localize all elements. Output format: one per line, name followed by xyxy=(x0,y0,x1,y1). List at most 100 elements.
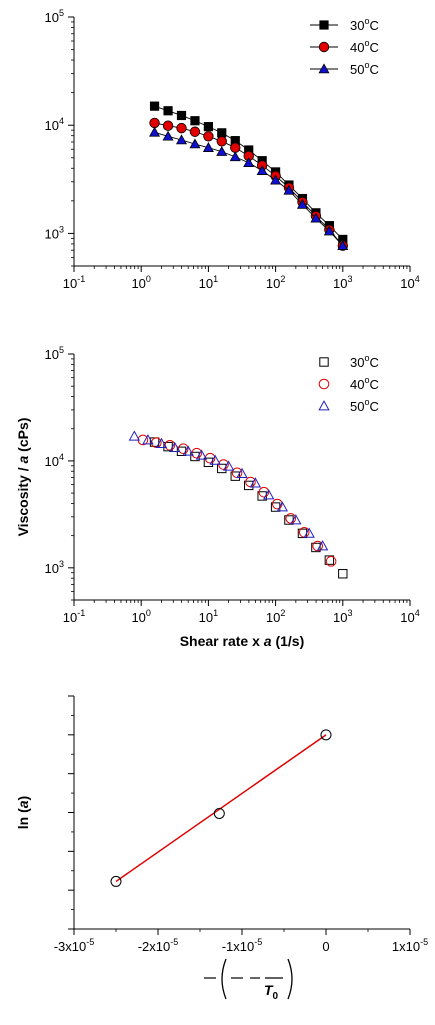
data-point xyxy=(272,498,283,510)
x-axis-label-part: a xyxy=(264,633,272,649)
data-point xyxy=(230,142,241,153)
panel-c-chart: -3x10-5 -2x10-5 -1x10-5 0 1x10-5ln (a)T0 xyxy=(15,695,428,1002)
x-tick-label: 10-1 xyxy=(63,608,85,625)
x-tick-label-mantissa: 1x10 xyxy=(392,939,420,954)
legend-label: 50oC xyxy=(350,60,379,77)
x-tick-label-exponent: 1 xyxy=(213,274,218,284)
legend-degree-symbol: o xyxy=(364,16,369,26)
legend-degree-symbol: o xyxy=(364,353,369,363)
x-tick-label-base: 10 xyxy=(131,610,145,625)
x-axis-label-t0: T xyxy=(264,982,274,998)
series-50c xyxy=(149,126,349,250)
y-tick-label-exponent: 3 xyxy=(59,224,64,234)
data-point xyxy=(209,454,221,465)
x-tick-label-exponent: 3 xyxy=(348,274,353,284)
data-point xyxy=(320,729,332,741)
data-point xyxy=(258,486,270,498)
data-point xyxy=(312,540,323,552)
data-point xyxy=(202,142,214,152)
legend-degree-symbol: o xyxy=(364,397,369,407)
y-tick-label-base: 10 xyxy=(45,226,59,241)
x-tick-label-exponent: 1 xyxy=(213,608,218,618)
x-tick-label: 102 xyxy=(266,608,285,625)
x-axis-label: Shear rate x a (1/s) xyxy=(180,633,305,649)
data-point xyxy=(190,116,200,126)
data-point xyxy=(338,569,348,579)
legend-label-number: 50 xyxy=(350,62,364,77)
y-tick-label: 104 xyxy=(45,452,64,469)
x-tick-label-base: 10 xyxy=(199,276,213,291)
data-point xyxy=(263,489,275,500)
data-point xyxy=(176,110,187,121)
x-tick-label-exponent: -5 xyxy=(86,937,94,947)
x-tick-label-exponent: 0 xyxy=(146,608,151,618)
x-tick-label: 0 xyxy=(322,939,329,954)
legend-marker xyxy=(319,20,329,30)
legend-label: 50oC xyxy=(350,397,379,414)
legend-label-number: 30 xyxy=(350,355,364,370)
y-tick-label: 105 xyxy=(45,8,64,25)
x-tick-label: 104 xyxy=(400,274,419,291)
x-tick-label: -2x10-5 xyxy=(138,937,179,954)
x-tick-label: 103 xyxy=(333,274,352,291)
data-point xyxy=(110,875,122,887)
x-tick-label-exponent: 4 xyxy=(415,608,420,618)
data-point xyxy=(256,165,268,175)
legend-degree-symbol: o xyxy=(364,375,369,385)
data-point xyxy=(311,542,321,553)
y-tick-label-exponent: 4 xyxy=(59,116,64,126)
data-point xyxy=(244,480,254,491)
x-axis-label-part: Shear rate x xyxy=(180,633,264,649)
x-tick-label-exponent: 0 xyxy=(146,274,151,284)
legend-label: 40oC xyxy=(350,375,379,392)
right-parenthesis xyxy=(287,958,293,1000)
x-axis-label: T0 xyxy=(204,958,293,1002)
x-tick-label: 102 xyxy=(266,274,285,291)
data-point xyxy=(163,106,173,116)
legend-label-unit: C xyxy=(369,377,378,392)
data-point xyxy=(337,240,349,250)
y-tick-label-base: 10 xyxy=(45,561,59,576)
x-tick-label: 100 xyxy=(131,608,150,625)
y-tick-label-base: 10 xyxy=(45,347,59,362)
data-point xyxy=(128,430,141,441)
data-point xyxy=(296,198,308,209)
data-point xyxy=(155,437,168,449)
x-tick-label: 101 xyxy=(199,274,218,291)
data-point xyxy=(303,527,315,538)
x-tick-label-mantissa: 0 xyxy=(322,939,329,954)
data-point xyxy=(216,136,227,147)
legend-marker xyxy=(318,41,330,53)
data-point xyxy=(276,501,289,512)
y-axis-label-part: ) xyxy=(15,796,31,801)
x-tick-label-exponent: 4 xyxy=(415,274,420,284)
data-point xyxy=(217,128,227,138)
data-point xyxy=(316,540,329,551)
y-tick-label: 103 xyxy=(45,224,64,241)
data-point xyxy=(229,151,241,162)
x-tick-label-exponent: -5 xyxy=(170,937,178,947)
legend-marker xyxy=(318,63,330,74)
x-tick-label-base: 10 xyxy=(333,610,347,625)
data-point xyxy=(230,471,240,481)
data-point xyxy=(189,138,201,149)
data-point xyxy=(310,212,322,223)
legend-label-number: 30 xyxy=(350,18,364,33)
y-tick-label-base: 10 xyxy=(45,10,59,25)
x-axis-label-denominator: T0 xyxy=(264,982,279,1002)
x-tick-label-base: 10 xyxy=(266,276,280,291)
y-axis-label-part: Viscosity / xyxy=(15,464,31,537)
legend-label-unit: C xyxy=(369,62,378,77)
series-50c xyxy=(128,430,329,551)
data-point xyxy=(243,157,255,168)
data-point xyxy=(283,184,295,195)
data-point xyxy=(176,134,188,145)
data-point xyxy=(182,445,194,456)
data-point xyxy=(249,477,262,488)
legend-label-number: 40 xyxy=(350,377,364,392)
left-parenthesis xyxy=(221,958,227,1000)
data-point xyxy=(190,451,200,462)
x-tick-label-exponent: 2 xyxy=(280,608,285,618)
